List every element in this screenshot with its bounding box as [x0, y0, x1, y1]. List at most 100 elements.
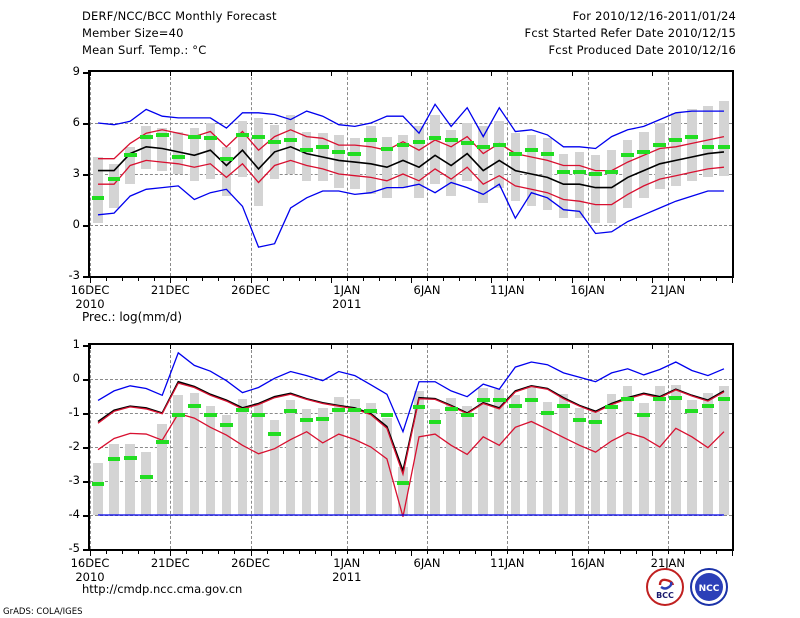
x-axis-tick — [523, 551, 525, 554]
x-axis-tick — [427, 278, 429, 281]
ensemble-spread-bar — [221, 146, 232, 197]
cmdp-url-link[interactable]: http://cmdp.ncc.cma.gov.cn — [82, 582, 243, 596]
gridline-vertical — [427, 345, 429, 549]
x-axis-tick — [218, 278, 220, 281]
observation-marker — [171, 155, 185, 159]
x-axis-tick — [170, 551, 172, 556]
observation-marker — [460, 412, 474, 417]
gridline-vertical — [667, 72, 669, 276]
observation-marker — [123, 153, 137, 158]
observation-marker — [123, 455, 137, 460]
x-axis-tick-top — [330, 72, 332, 76]
y-axis-tick — [83, 447, 88, 449]
observation-marker — [605, 404, 619, 409]
precipitation-subtitle: Prec.: log(mm/d) — [82, 310, 183, 324]
ensemble-spread-bar — [542, 402, 553, 515]
observation-marker — [364, 409, 378, 414]
ensemble-spread-bar — [301, 131, 312, 181]
x-axis-tick — [202, 278, 204, 281]
gridline-vertical — [90, 345, 91, 549]
ensemble-spread-bar — [173, 395, 184, 515]
ensemble-spread-bar — [606, 394, 617, 515]
x-axis-tick — [218, 551, 220, 554]
x-axis-tick — [234, 551, 236, 554]
y-axis-tick — [83, 174, 88, 176]
forecast-started-label: Fcst Started Refer Date 2010/12/15 — [524, 26, 736, 40]
y-axis-tick — [83, 379, 88, 381]
observation-marker — [524, 148, 538, 153]
ensemble-spread-bar — [687, 109, 697, 181]
ensemble-spread-bar — [462, 123, 472, 181]
x-axis-tick-label: 1JAN — [333, 283, 361, 297]
ensemble-spread-bar — [189, 128, 200, 181]
forecast-produced-label: Fcst Produced Date 2010/12/16 — [548, 43, 736, 57]
y-axis-tick — [83, 72, 88, 74]
series-q25 — [98, 159, 725, 206]
ensemble-spread-bar — [430, 114, 440, 185]
observation-marker — [573, 170, 586, 175]
observation-marker — [653, 143, 667, 148]
ensemble-spread-bar — [109, 163, 119, 208]
x-axis-tick — [539, 551, 541, 554]
ensemble-spread-bar — [622, 386, 633, 515]
gridline-vertical — [507, 72, 509, 276]
ensemble-spread-bar — [333, 396, 344, 515]
observation-marker — [637, 412, 651, 417]
x-axis-tick-top — [170, 345, 172, 349]
x-axis-tick — [394, 278, 396, 281]
x-axis-tick — [571, 551, 573, 556]
forecast-title: DERF/NCC/BCC Monthly Forecast — [82, 9, 277, 23]
x-axis-tick — [170, 278, 172, 283]
gridline-horizontal — [90, 481, 732, 482]
ensemble-spread-bar — [253, 117, 264, 207]
observation-marker — [220, 422, 233, 427]
observation-marker — [412, 404, 426, 409]
y-axis-tick-label: 0 — [72, 217, 80, 231]
observation-marker — [476, 144, 490, 149]
y-axis-tick-label: -4 — [68, 507, 80, 521]
x-axis-year-label: 2010 — [75, 570, 105, 584]
x-axis-tick-top — [90, 345, 91, 349]
x-axis-tick-label: 1JAN — [333, 556, 361, 570]
x-axis-tick — [587, 278, 589, 281]
observation-marker — [332, 149, 346, 154]
y-axis-tick — [83, 413, 88, 415]
ensemble-spread-bar — [654, 385, 665, 515]
ensemble-spread-bar — [301, 408, 312, 515]
ensemble-spread-bar — [317, 407, 328, 515]
x-axis-tick — [732, 278, 733, 283]
x-axis-tick — [282, 278, 284, 281]
ensemble-spread-bar — [157, 128, 168, 171]
x-axis-tick — [667, 551, 669, 554]
x-axis-tick — [683, 551, 685, 554]
observation-marker — [541, 411, 554, 415]
ensemble-spread-bar — [462, 406, 472, 515]
x-axis-tick — [378, 278, 380, 281]
x-axis-tick-top — [491, 345, 493, 349]
y-axis-tick-label: 0 — [72, 371, 80, 385]
observation-marker — [605, 170, 619, 175]
y-axis-tick-label: -2 — [68, 439, 80, 453]
x-axis-tick-top — [411, 72, 412, 76]
ensemble-spread-bar — [703, 106, 713, 178]
ensemble-spread-bar — [671, 385, 681, 515]
gridline-vertical — [170, 345, 172, 549]
y-axis-tick — [83, 549, 88, 551]
x-axis-tick — [314, 278, 316, 281]
x-axis-tick — [635, 278, 637, 281]
gridline-horizontal — [90, 379, 732, 380]
y-axis-tick-label: 1 — [72, 337, 80, 351]
x-axis-tick — [122, 278, 124, 281]
y-axis-tick-label: -3 — [68, 268, 80, 282]
x-axis-tick — [106, 278, 108, 281]
x-axis-tick — [266, 551, 268, 554]
x-axis-tick — [635, 551, 637, 554]
y-axis-tick-label: 3 — [72, 166, 80, 180]
observation-marker — [621, 153, 635, 158]
y-axis-tick — [83, 515, 88, 517]
series-max — [97, 351, 725, 434]
x-axis-tick — [475, 278, 477, 281]
x-axis-tick-label: 21JAN — [650, 283, 685, 297]
x-axis-tick — [619, 551, 621, 554]
ensemble-spread-bar — [93, 157, 103, 224]
